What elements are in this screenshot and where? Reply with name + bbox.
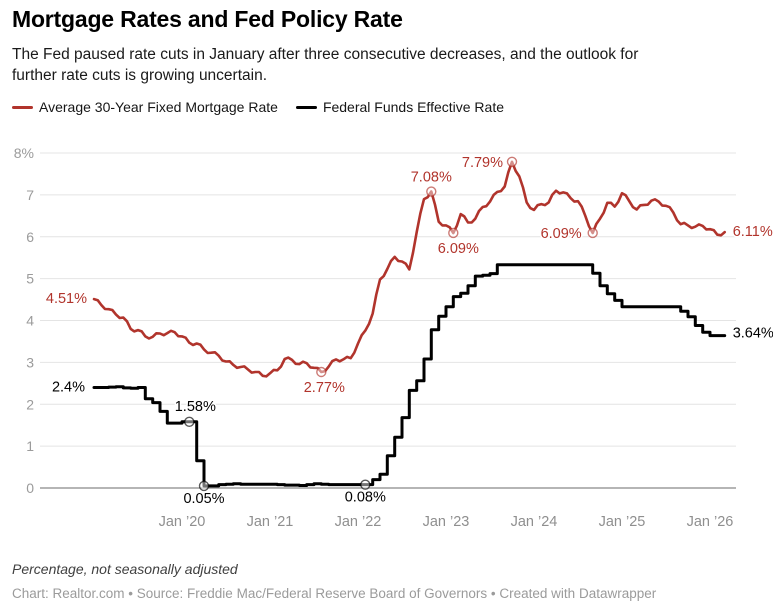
value-annotation: 1.58% bbox=[175, 399, 216, 415]
value-annotation: 7.08% bbox=[411, 170, 452, 186]
legend-swatch-mortgage-icon bbox=[12, 105, 33, 109]
legend-item-mortgage: Average 30-Year Fixed Mortgage Rate bbox=[12, 99, 278, 115]
y-axis-tick-label: 7 bbox=[26, 187, 34, 203]
chart-subtitle: The Fed paused rate cuts in January afte… bbox=[12, 44, 638, 86]
data-point-marker-icon bbox=[587, 227, 598, 239]
x-axis-tick-label: Jan ’24 bbox=[511, 514, 558, 530]
x-axis-tick-label: Jan ’20 bbox=[159, 514, 206, 530]
chart-title: Mortgage Rates and Fed Policy Rate bbox=[12, 6, 403, 32]
data-point-marker-icon bbox=[448, 227, 459, 239]
x-axis-tick-label: Jan ’21 bbox=[247, 514, 294, 530]
y-axis-tick-label: 5 bbox=[26, 271, 34, 287]
y-axis-tick-label: 2 bbox=[26, 396, 34, 412]
fed-funds-line bbox=[92, 263, 727, 488]
data-point-marker-icon bbox=[360, 479, 371, 490]
data-point-marker-icon bbox=[184, 416, 195, 428]
chart-credit: Chart: Realtor.com • Source: Freddie Mac… bbox=[12, 586, 657, 601]
value-annotation: 0.08% bbox=[345, 490, 386, 506]
value-annotation: 6.09% bbox=[541, 226, 582, 242]
chart-subtitle-line1: The Fed paused rate cuts in January afte… bbox=[12, 46, 639, 63]
value-annotation: 2.4% bbox=[52, 380, 85, 396]
data-point-marker-icon bbox=[316, 366, 327, 378]
value-annotation: 6.11% bbox=[733, 224, 773, 240]
x-axis-tick-label: Jan ’26 bbox=[687, 514, 734, 530]
chart-subtitle-line2: further rate cuts is growing uncertain. bbox=[12, 67, 268, 84]
value-annotation: 3.64% bbox=[733, 326, 773, 342]
x-axis-tick-label: Jan ’22 bbox=[335, 514, 382, 530]
y-axis-tick-label: 4 bbox=[26, 313, 34, 329]
legend-label-mortgage: Average 30-Year Fixed Mortgage Rate bbox=[39, 99, 278, 115]
y-axis-tick-label: 8% bbox=[14, 145, 34, 161]
data-point-marker-icon bbox=[426, 186, 437, 197]
legend: Average 30-Year Fixed Mortgage Rate Fede… bbox=[12, 99, 504, 115]
y-axis-tick-label: 3 bbox=[26, 354, 34, 370]
value-annotation: 0.05% bbox=[183, 491, 224, 507]
mortgage-rate-line bbox=[92, 160, 726, 378]
x-axis-tick-label: Jan ’25 bbox=[599, 514, 646, 530]
x-axis-tick-label: Jan ’23 bbox=[423, 514, 470, 530]
chart-footnote: Percentage, not seasonally adjusted bbox=[12, 561, 238, 577]
value-annotation: 2.77% bbox=[304, 380, 345, 396]
value-annotation: 7.79% bbox=[462, 155, 503, 171]
legend-item-fed: Federal Funds Effective Rate bbox=[295, 99, 504, 115]
value-annotation: 4.51% bbox=[46, 291, 87, 307]
legend-label-fed: Federal Funds Effective Rate bbox=[322, 99, 504, 115]
y-axis-tick-label: 1 bbox=[26, 438, 34, 454]
y-axis-tick-label: 6 bbox=[26, 229, 34, 245]
data-point-marker-icon bbox=[506, 156, 518, 167]
legend-swatch-fed-icon bbox=[295, 105, 317, 109]
data-point-marker-icon bbox=[198, 480, 210, 492]
value-annotation: 6.09% bbox=[438, 241, 479, 257]
y-axis-tick-label: 0 bbox=[26, 480, 34, 496]
